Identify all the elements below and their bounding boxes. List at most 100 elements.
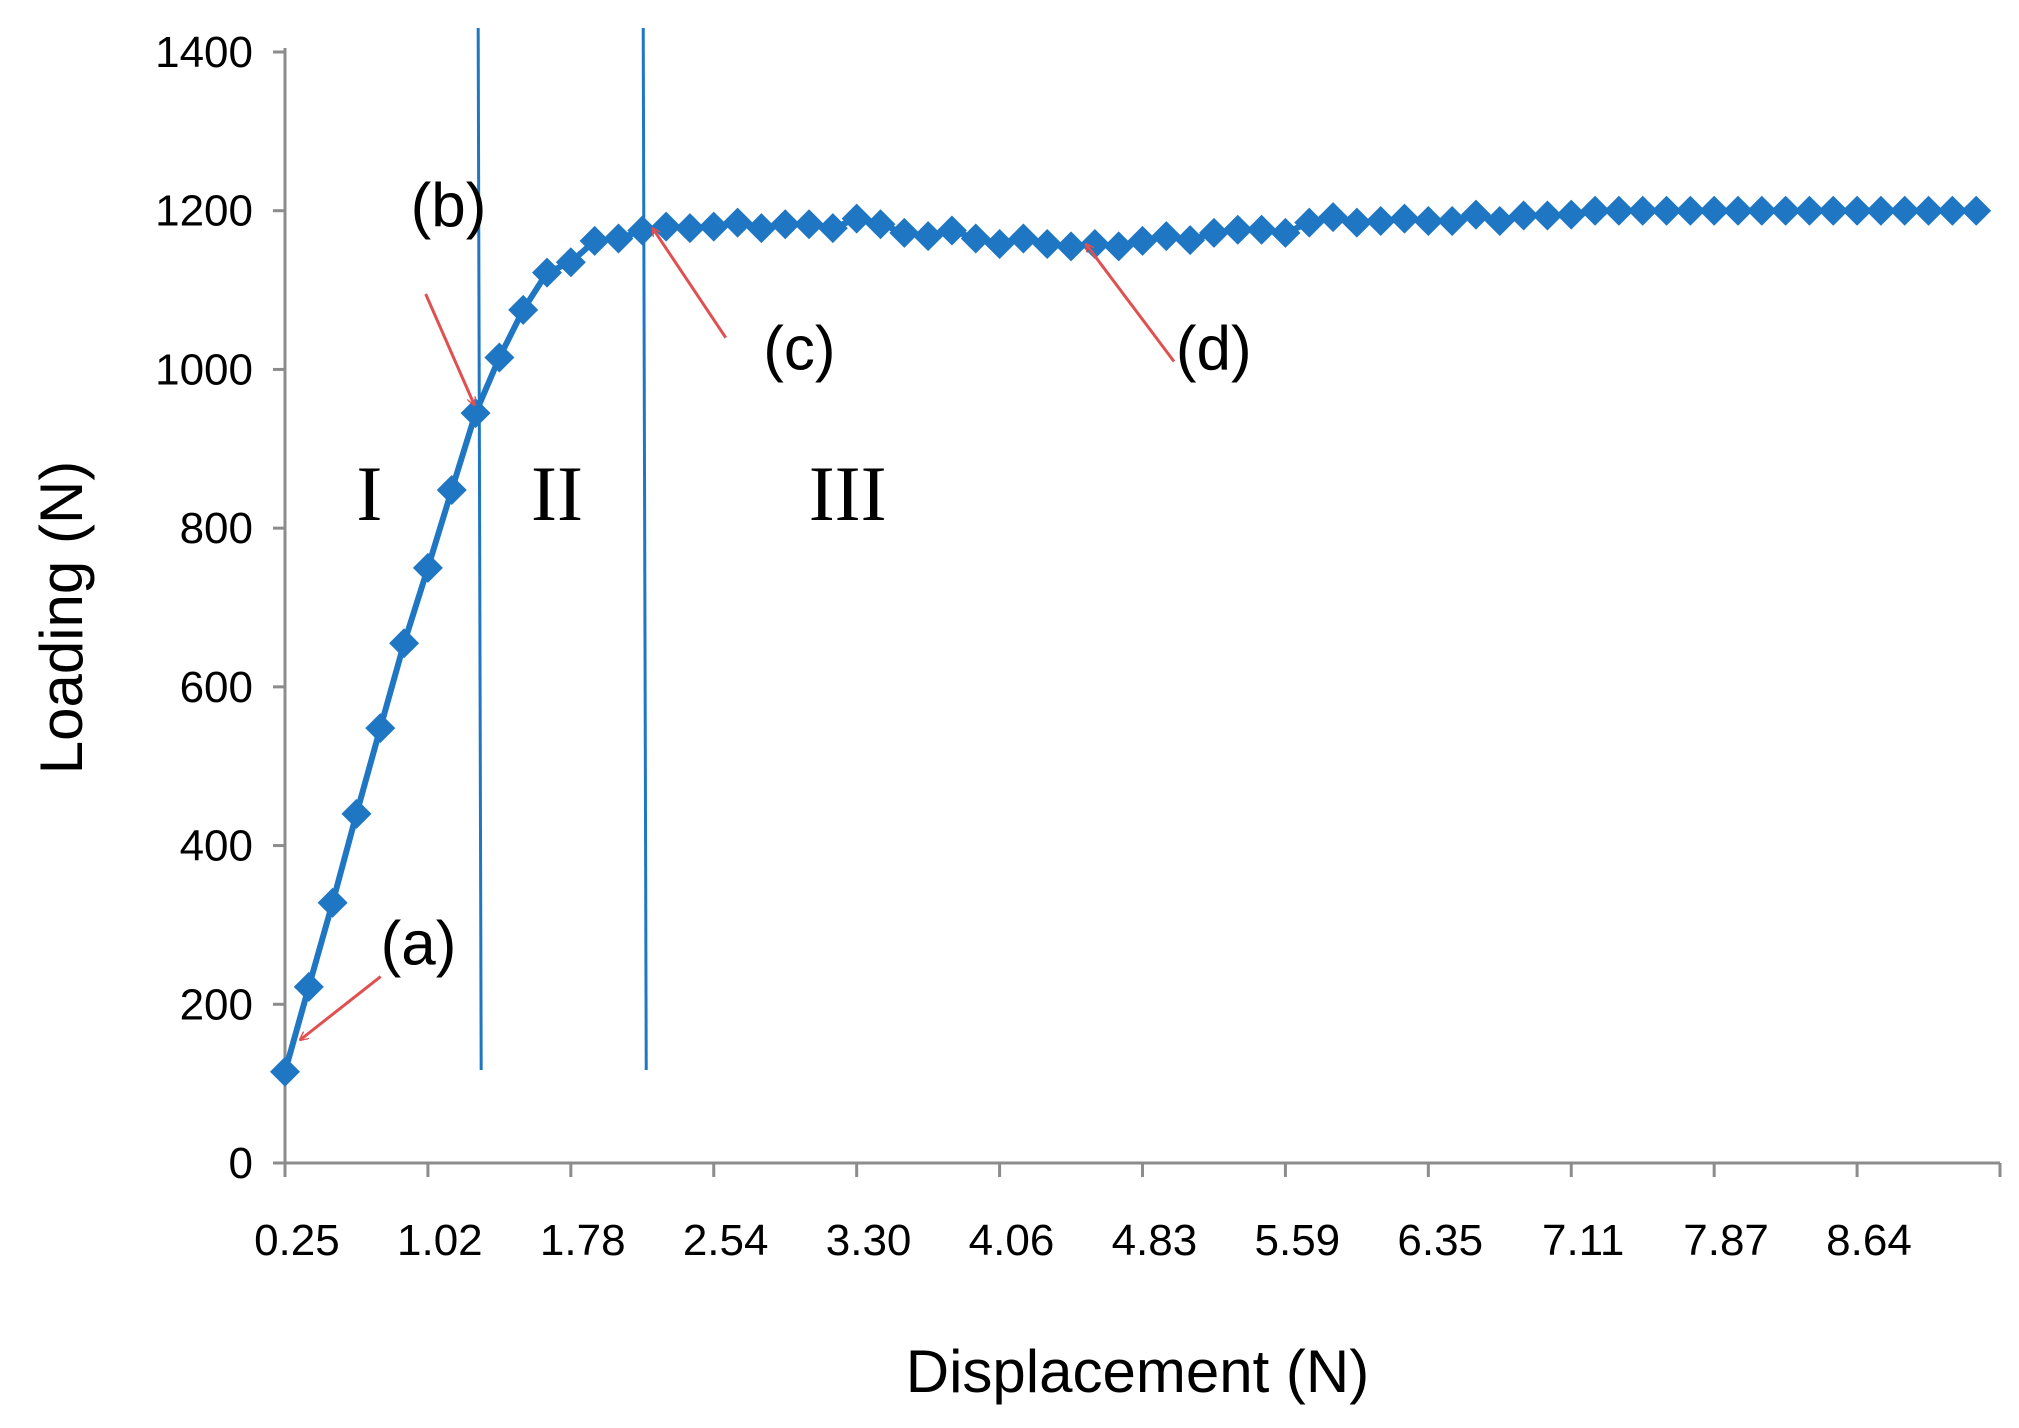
data-point-marker [436,475,467,506]
data-point-marker [1103,231,1134,262]
region-label: I [356,450,382,537]
data-point-marker [960,223,991,254]
data-point-marker [1151,221,1182,252]
data-point-marker [1460,199,1491,230]
data-point-marker [1913,195,1944,226]
region-boundary-line [641,27,648,1071]
annotation-arrow [1086,244,1176,363]
data-point-marker [1365,206,1396,237]
axes: 0 200 400 600 800 1000 1200 1400 0.25 1.02 1.78 2.… [155,28,2002,1265]
data-point-marker [1889,195,1920,226]
x-axis-ticks: 0.25 1.02 1.78 2.54 3.30 4.06 4.83 5.59 6.35 7.11… [254,1163,2002,1265]
data-point-marker [1627,195,1658,226]
data-point-marker [532,257,563,288]
x-tick-label: 1.02 [397,1216,483,1265]
data-point-marker [317,887,348,918]
region-boundary-line [476,27,483,1071]
x-tick-label: 4.06 [969,1216,1055,1265]
data-point-marker [1675,195,1706,226]
data-point-marker [1722,195,1753,226]
data-point-marker [1603,195,1634,226]
data-point-marker [1484,206,1515,237]
data-point-marker [1532,200,1563,231]
data-point-marker [270,1056,300,1087]
x-tick-label: 5.59 [1255,1216,1341,1265]
data-point-marker [770,209,801,240]
data-point-marker [1770,195,1801,226]
data-point-marker [460,398,491,429]
data-point-marker [1341,207,1372,238]
region-label: III [809,450,887,537]
data-point-marker [1937,195,1968,226]
x-tick-label: 4.83 [1112,1216,1198,1265]
annotations: (a) (b) (c) (d) [300,172,1252,1040]
data-point-marker [484,342,515,373]
annotation-label: (a) [381,910,457,979]
data-point-marker [1246,214,1277,245]
y-axis-ticks: 0 200 400 600 800 1000 1200 1400 [155,28,285,1188]
data-point-marker [841,203,872,234]
data-point-marker [1842,195,1873,226]
data-point-marker [1389,203,1420,234]
data-point-marker [889,217,920,248]
annotation-label: (d) [1176,314,1252,383]
y-tick-label: 1400 [155,28,253,77]
x-tick-label: 6.35 [1397,1216,1483,1265]
data-point-marker [508,294,539,325]
data-point-marker [698,211,729,242]
data-point-marker [1008,223,1039,254]
x-tick-label: 7.11 [1542,1216,1624,1265]
data-point-marker [794,209,825,240]
data-point-marker [1651,195,1682,226]
data-point-marker [913,221,944,252]
data-point-marker [817,213,848,244]
data-point-marker [1294,207,1325,238]
data-point-marker [1056,231,1087,262]
data-point-marker [412,552,443,583]
data-point-marker [1865,195,1896,226]
data-point-marker [674,213,705,244]
data-series [270,195,1992,1087]
y-tick-label: 1000 [155,345,253,394]
data-point-marker [984,229,1015,260]
data-point-marker [1580,195,1611,226]
data-point-marker [1556,199,1587,230]
annotation-arrow [300,975,382,1040]
y-tick-label: 0 [229,1139,253,1188]
region-boundaries: I II III [356,27,887,1071]
data-point-marker [293,971,324,1002]
x-tick-label: 7.87 [1683,1216,1769,1265]
data-point-marker [555,247,586,278]
data-point-marker [722,207,753,238]
y-axis-title: Loading (N) [28,461,95,775]
data-point-marker [627,215,658,246]
data-point-marker [1961,195,1992,226]
y-tick-label: 800 [180,504,253,553]
data-point-marker [389,628,420,659]
data-point-marker [1318,202,1349,233]
annotation-arrow [653,228,728,339]
annotation-label: (c) [763,314,835,383]
data-point-marker [1127,225,1158,256]
x-tick-label: 2.54 [683,1216,769,1265]
x-tick-label: 3.30 [826,1216,912,1265]
data-point-marker [1746,195,1777,226]
data-point-marker [365,713,396,744]
x-tick-label: 8.64 [1826,1216,1912,1265]
y-tick-label: 400 [180,822,253,871]
y-tick-label: 200 [180,980,253,1029]
data-point-marker [603,223,634,254]
data-point-marker [936,215,967,246]
data-point-marker [1270,217,1301,248]
y-tick-label: 1200 [155,187,253,236]
data-point-marker [579,225,610,256]
data-point-marker [1794,195,1825,226]
x-axis-title: Displacement (N) [906,1338,1369,1405]
y-tick-label: 600 [180,663,253,712]
data-point-marker [1222,214,1253,245]
region-label: II [531,450,583,537]
data-point-marker [1699,195,1730,226]
annotation-arrow [424,293,475,405]
data-point-marker [1032,229,1063,260]
